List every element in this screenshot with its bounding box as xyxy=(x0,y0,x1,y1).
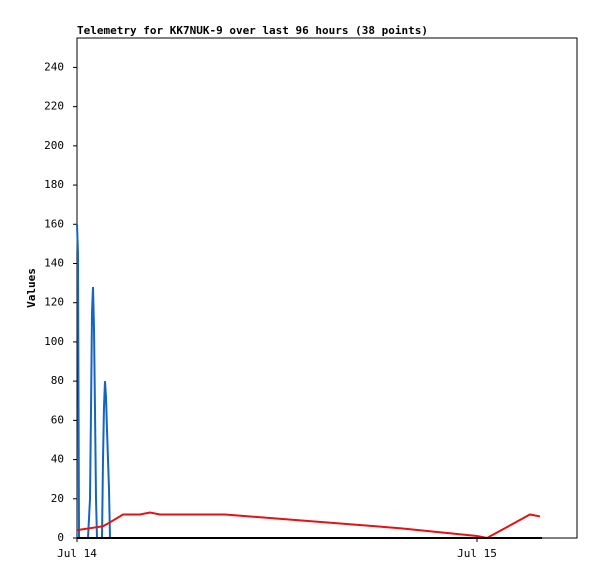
y-axis-label: Values xyxy=(25,268,38,308)
y-tick-label: 140 xyxy=(44,256,64,269)
y-tick-label: 120 xyxy=(44,296,64,309)
y-tick-label: 80 xyxy=(51,374,64,387)
y-tick-label: 40 xyxy=(51,453,64,466)
y-tick-label: 60 xyxy=(51,413,64,426)
y-tick-label: 220 xyxy=(44,100,64,113)
y-tick-label: 240 xyxy=(44,60,64,73)
y-tick-label: 180 xyxy=(44,178,64,191)
x-tick-label: Jul 14 xyxy=(57,547,97,560)
y-tick-label: 100 xyxy=(44,335,64,348)
x-tick-label: Jul 15 xyxy=(457,547,497,560)
plot-frame xyxy=(76,37,578,539)
y-tick-label: 20 xyxy=(51,492,64,505)
chart-title: Telemetry for KK7NUK-9 over last 96 hour… xyxy=(77,24,428,37)
series-line xyxy=(76,224,111,539)
y-tick-label: 200 xyxy=(44,139,64,152)
y-tick-label: 0 xyxy=(57,531,64,544)
series-line xyxy=(76,511,541,540)
y-tick-label: 160 xyxy=(44,217,64,230)
